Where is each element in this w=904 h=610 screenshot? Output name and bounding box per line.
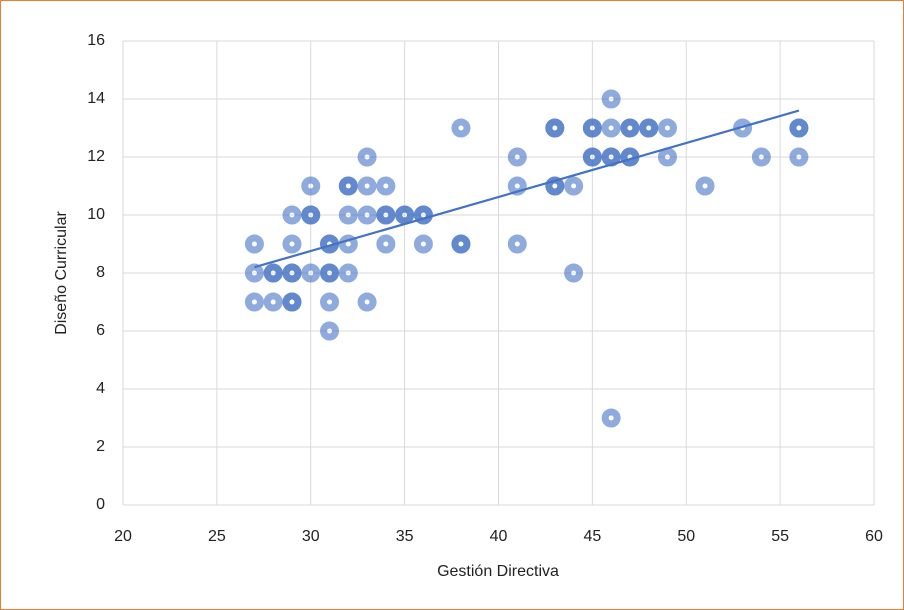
y-tick-label: 6 — [96, 322, 105, 339]
y-tick-label: 0 — [96, 496, 105, 513]
point — [695, 176, 715, 196]
point — [545, 118, 565, 138]
point — [244, 234, 264, 254]
point — [789, 147, 809, 167]
y-tick-label: 10 — [87, 206, 105, 223]
point — [282, 205, 302, 225]
point — [451, 118, 471, 138]
y-tick-label: 4 — [96, 380, 105, 397]
point — [451, 234, 471, 254]
point — [244, 292, 264, 312]
x-tick-label: 60 — [865, 528, 883, 545]
point — [282, 234, 302, 254]
point — [582, 147, 602, 167]
trendline — [254, 109, 800, 269]
x-tick-label: 25 — [208, 528, 226, 545]
point — [376, 234, 396, 254]
point — [301, 205, 321, 225]
y-axis-label: Diseño Curricular — [53, 211, 70, 335]
y-tick-label: 2 — [96, 438, 105, 455]
point — [320, 321, 340, 341]
x-tick-label: 45 — [583, 528, 601, 545]
point — [376, 176, 396, 196]
point — [357, 176, 377, 196]
x-axis-label: Gestión Directiva — [437, 563, 559, 580]
point — [338, 205, 358, 225]
point — [601, 147, 621, 167]
x-tick-label: 55 — [771, 528, 789, 545]
point — [601, 118, 621, 138]
point — [338, 234, 358, 254]
point — [413, 234, 433, 254]
y-tick-label: 8 — [96, 264, 105, 281]
x-tick-label: 30 — [302, 528, 320, 545]
point — [338, 263, 358, 283]
x-tick-label: 40 — [490, 528, 508, 545]
point — [789, 118, 809, 138]
x-tick-label: 20 — [114, 528, 132, 545]
point — [582, 118, 602, 138]
point — [657, 147, 677, 167]
point — [564, 263, 584, 283]
x-tick-label: 35 — [396, 528, 414, 545]
point — [301, 263, 321, 283]
point — [320, 263, 340, 283]
point — [507, 147, 527, 167]
point — [657, 118, 677, 138]
point — [263, 263, 283, 283]
point — [564, 176, 584, 196]
y-tick-label: 14 — [87, 90, 105, 107]
point — [639, 118, 659, 138]
point — [413, 205, 433, 225]
point — [301, 176, 321, 196]
point — [357, 292, 377, 312]
point — [601, 89, 621, 109]
point — [395, 205, 415, 225]
point — [357, 205, 377, 225]
point — [620, 118, 640, 138]
point — [320, 292, 340, 312]
point — [282, 292, 302, 312]
point — [601, 408, 621, 428]
point — [376, 205, 396, 225]
point — [338, 176, 358, 196]
point — [507, 234, 527, 254]
y-tick-label: 16 — [87, 32, 105, 49]
point — [263, 292, 283, 312]
point — [751, 147, 771, 167]
point — [282, 263, 302, 283]
point — [357, 147, 377, 167]
y-tick-label: 12 — [87, 148, 105, 165]
x-tick-label: 50 — [677, 528, 695, 545]
